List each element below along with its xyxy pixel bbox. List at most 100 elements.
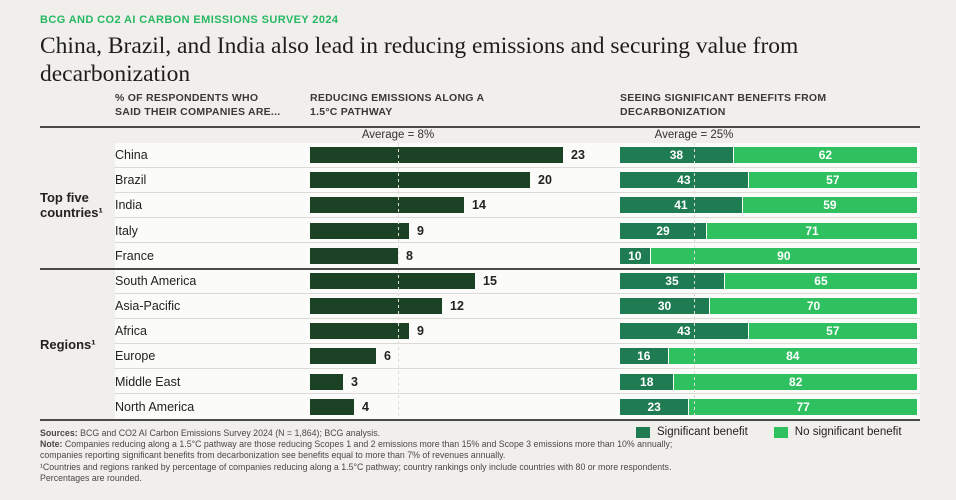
reducing-emissions-bar [310,272,475,289]
column-header-reducing-emissions: REDUCING EMISSIONS ALONG A 1.5°C PATHWAY [310,92,560,119]
row-label: France [115,248,154,263]
legend-item-significant: Significant benefit [636,426,748,438]
legend-item-not-significant: No significant benefit [773,426,902,438]
no-significant-benefit-segment: 71 [707,222,917,239]
footer-footnote-text: ¹Countries and regions ranked by percent… [40,461,672,483]
reducing-emissions-bar [310,222,409,239]
benefits-stacked-bar: 23 77 [620,398,917,415]
benefits-stacked-bar: 29 71 [620,222,917,239]
significant-benefit-segment: 30 [620,298,710,315]
significant-benefit-segment: 35 [620,272,724,289]
row-label: Middle East [115,374,181,389]
page-title-line2: decarbonization [40,61,191,87]
table-row: South America 15 35 65 [40,268,920,294]
benefits-stacked-bar: 38 62 [620,147,917,163]
footer-sources: Sources: BCG and CO2 AI Carbon Emissions… [40,428,700,439]
legend-label-not-significant: No significant benefit [794,426,902,438]
table-row: North America 4 23 77 [40,394,920,419]
reducing-emissions-value: 14 [472,198,486,213]
no-significant-benefit-segment: 62 [733,147,917,163]
no-significant-benefit-segment: 57 [748,323,917,340]
reducing-emissions-bar [310,323,409,340]
report-eyebrow: BCG AND CO2 AI CARBON EMISSIONS SURVEY 2… [40,14,339,26]
significant-benefit-segment: 10 [620,247,650,264]
significant-benefit-segment: 18 [620,373,674,390]
reducing-emissions-value: 6 [384,349,391,364]
footer-footnote: ¹Countries and regions ranked by percent… [40,462,700,484]
table-row: Middle East 3 18 82 [40,369,920,395]
column-header-benefits: SEEING SIGNIFICANT BENEFITS FROM DECARBO… [620,92,910,119]
row-label: South America [115,273,197,288]
table-row: China 23 38 62 [40,143,920,168]
footer-note-text: Companies reducing along a 1.5°C pathway… [62,439,673,450]
reducing-emissions-bar [310,172,530,189]
legend-label-significant: Significant benefit [657,426,748,438]
table-row: Italy 9 29 71 [40,218,920,244]
significant-benefit-segment: 29 [620,222,707,239]
row-label: China [115,148,148,163]
benefits-stacked-bar: 43 57 [620,172,917,189]
column-header-respondents: % OF RESPONDENTS WHO SAID THEIR COMPANIE… [115,92,305,119]
reducing-emissions-bar [310,348,376,365]
significant-benefit-segment: 43 [620,172,748,189]
table-row: India 14 41 59 [40,193,920,219]
header-divider-line [40,126,920,128]
reducing-emissions-value: 9 [417,324,424,339]
column-header-respondents-line2: SAID THEIR COMPANIES ARE... [115,105,281,118]
significant-benefit-swatch-icon [636,426,650,438]
legend: Significant benefit No significant benef… [636,426,902,438]
average-line-reducing [398,142,399,420]
footer-sources-text: BCG and CO2 AI Carbon Emissions Survey 2… [77,428,381,438]
reducing-emissions-value: 12 [450,299,464,314]
reducing-emissions-bar [310,197,464,214]
column-header-reducing-line1: REDUCING EMISSIONS ALONG A [310,92,485,104]
no-significant-benefit-segment: 57 [748,172,917,189]
row-label: Asia-Pacific [115,299,181,314]
column-header-benefits-line2: DECARBONIZATION [620,105,726,118]
table-row: Brazil 20 43 57 [40,168,920,194]
no-significant-benefit-swatch-icon [773,426,788,438]
reducing-emissions-value: 4 [362,399,369,414]
group-divider-line [40,268,920,270]
footer-note-label: Note: [40,439,63,450]
table-row: France 8 10 90 [40,243,920,268]
reducing-emissions-bar [310,398,354,415]
significant-benefit-segment: 38 [620,147,733,163]
row-label: Brazil [115,173,147,188]
significant-benefit-segment: 41 [620,197,742,214]
column-header-respondents-line1: % OF RESPONDENTS WHO [115,92,259,104]
row-label: India [115,198,143,213]
reducing-emissions-bar [310,298,442,315]
benefits-stacked-bar: 18 82 [620,373,917,390]
benefits-stacked-bar: 16 84 [620,348,917,365]
column-header-reducing-line2: 1.5°C PATHWAY [310,105,393,118]
average-label-reducing: Average = 8% [361,128,435,141]
reducing-emissions-value: 3 [351,374,358,389]
reducing-emissions-bar [310,147,563,163]
no-significant-benefit-segment: 70 [710,298,917,315]
row-label: Italy [115,223,138,238]
no-significant-benefit-segment: 77 [689,398,917,415]
footer-note: Note: Companies reducing along a 1.5°C p… [40,439,700,450]
reducing-emissions-bar [310,247,398,264]
reducing-emissions-value: 15 [483,273,497,288]
row-label: North America [115,399,195,414]
benefits-stacked-bar: 41 59 [620,197,917,214]
no-significant-benefit-segment: 90 [650,247,917,264]
significant-benefit-segment: 16 [620,348,668,365]
benefits-stacked-bar: 10 90 [620,247,917,264]
reducing-emissions-value: 8 [406,248,413,263]
reducing-emissions-value: 20 [538,173,552,188]
average-label-benefits: Average = 25% [654,128,734,141]
column-header-benefits-line1: SEEING SIGNIFICANT BENEFITS FROM [620,92,827,104]
no-significant-benefit-segment: 82 [674,373,917,390]
average-line-benefits [694,142,695,420]
no-significant-benefit-segment: 65 [724,272,917,289]
group-label-countries: Top five countries¹ [40,190,103,220]
no-significant-benefit-segment: 84 [668,348,917,365]
reducing-emissions-value: 9 [417,223,424,238]
page-title: China, Brazil, and India also lead in re… [40,32,940,88]
no-significant-benefit-segment: 59 [742,197,917,214]
benefits-stacked-bar: 30 70 [620,298,917,315]
significant-benefit-segment: 23 [620,398,689,415]
